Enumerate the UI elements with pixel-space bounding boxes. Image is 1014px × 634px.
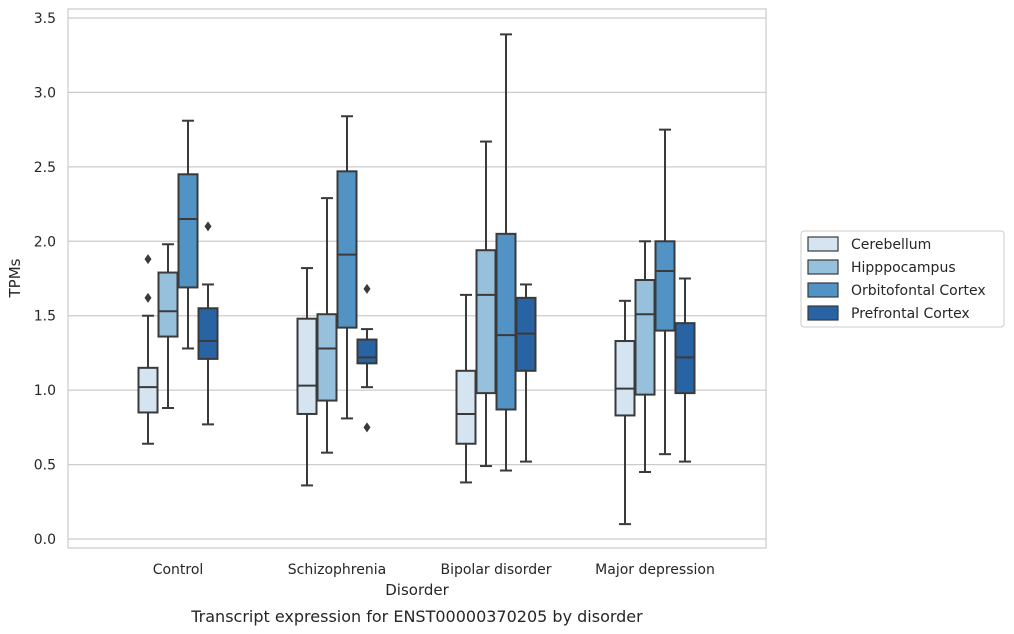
- legend-label: Orbitofontal Cortex: [851, 283, 986, 299]
- y-tick-label: 3.5: [34, 11, 56, 27]
- legend-swatch: [807, 236, 839, 252]
- box-body: [296, 317, 318, 415]
- outlier-point: [204, 221, 212, 232]
- legend-swatch: [807, 305, 839, 321]
- legend-label: Cerebellum: [851, 237, 931, 253]
- y-tick-label: 0.5: [34, 458, 56, 474]
- box-body: [634, 278, 656, 396]
- box-orbitofontal-cortex: [654, 128, 676, 456]
- box-prefrontal-cortex: [356, 283, 378, 433]
- x-tick-label: Bipolar disorder: [440, 562, 551, 578]
- legend: Cerebellum Hipppocampus Orbitofontal Corte…: [800, 230, 1005, 328]
- x-tick-label: Schizophrenia: [288, 562, 386, 578]
- outlier-point: [144, 292, 152, 303]
- box-prefrontal-cortex: [674, 277, 696, 463]
- x-axis-label: Disorder: [385, 581, 449, 599]
- x-tick-label: Control: [153, 562, 204, 578]
- box-body: [336, 170, 358, 329]
- box-body: [614, 340, 636, 417]
- box-cerebellum: [455, 293, 477, 484]
- box-hipppocampus: [157, 243, 179, 410]
- legend-swatch: [807, 259, 839, 275]
- outlier-point: [144, 254, 152, 265]
- y-tick-label: 2.0: [34, 234, 56, 250]
- legend-label: Hipppocampus: [851, 260, 956, 276]
- box-prefrontal-cortex: [197, 221, 219, 426]
- box-body: [654, 240, 676, 332]
- box-cerebellum: [296, 267, 318, 487]
- boxes: [137, 33, 696, 526]
- box-body: [495, 232, 517, 411]
- outlier-point: [363, 422, 371, 433]
- y-tick-label: 1.5: [34, 309, 56, 325]
- box-orbitofontal-cortex: [177, 119, 199, 350]
- legend-swatch: [807, 282, 839, 298]
- box-body: [316, 313, 338, 402]
- box-hipppocampus: [475, 140, 497, 468]
- box-hipppocampus: [634, 240, 656, 474]
- legend-frame: [800, 230, 1005, 328]
- x-tick-label: Major depression: [595, 562, 715, 578]
- box-orbitofontal-cortex: [495, 33, 517, 472]
- y-axis-label: TPMs: [6, 258, 24, 298]
- box-hipppocampus: [316, 197, 338, 454]
- box-body: [177, 173, 199, 289]
- box-body: [356, 338, 378, 365]
- box-orbitofontal-cortex: [336, 115, 358, 420]
- box-cerebellum: [137, 254, 159, 445]
- box-body: [455, 369, 477, 445]
- box-body: [157, 271, 179, 338]
- y-tick-label: 3.0: [34, 85, 56, 101]
- y-axis-ticks: 0.0 0.5 1.0 1.5 2.0 2.5 3.0 3.5: [34, 11, 56, 548]
- box-cerebellum: [614, 299, 636, 526]
- legend-label: Prefrontal Cortex: [851, 306, 970, 322]
- plot-area-frame: [67, 8, 767, 549]
- y-tick-label: 2.5: [34, 160, 56, 176]
- box-body: [137, 366, 159, 414]
- y-tick-label: 0.0: [34, 532, 56, 548]
- figure-caption: Transcript expression for ENST0000037020…: [190, 607, 643, 626]
- box-body: [475, 249, 497, 395]
- x-axis-ticks: Control Schizophrenia Bipolar disorder Majo…: [153, 562, 715, 578]
- y-tick-label: 1.0: [34, 383, 56, 399]
- box-prefrontal-cortex: [515, 283, 537, 463]
- outlier-point: [363, 283, 371, 294]
- box-body: [197, 307, 219, 360]
